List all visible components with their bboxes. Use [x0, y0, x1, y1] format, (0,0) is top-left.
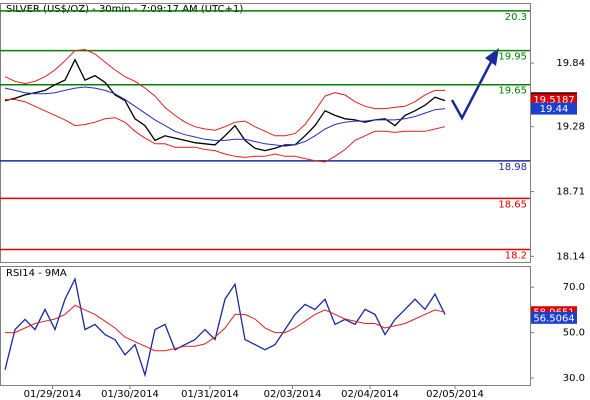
series-line [4, 86, 446, 147]
y-tick-label: 19.28 [556, 122, 585, 133]
series-line [5, 304, 446, 352]
y-tick-label: 30.0 [563, 373, 585, 384]
series-line [5, 99, 446, 163]
y-tick-label: 50.0 [563, 328, 585, 339]
price-panel-frame [0, 3, 531, 263]
series-line [4, 48, 445, 137]
forecast-arrowhead [485, 48, 499, 66]
series-line [4, 276, 446, 378]
x-tick-label: 01/29/2014 [24, 389, 82, 400]
y-tick-label: 70.0 [563, 282, 585, 293]
level-label: 18.65 [498, 199, 527, 210]
price-box-label: 56.5064 [533, 313, 574, 324]
level-label: 19.65 [498, 86, 527, 97]
chart-title: SILVER (US$/OZ) - 30min - 7:09:17 AM (UT… [6, 4, 243, 15]
price-box-label: 19.5187 [533, 95, 574, 106]
level-label: 18.98 [498, 162, 527, 173]
price-box-label: 19.44 [540, 104, 569, 115]
forecast-arrow [450, 61, 493, 121]
x-tick-label: 02/05/2014 [426, 389, 484, 400]
x-tick-label: 01/31/2014 [181, 389, 239, 400]
y-tick-label: 19.84 [556, 58, 585, 69]
x-tick-label: 02/03/2014 [264, 389, 322, 400]
rsi-title: RSI14 - 9MA [6, 268, 67, 279]
y-tick-label: 18.14 [556, 251, 585, 262]
level-label: 18.2 [505, 250, 527, 261]
x-tick-label: 02/04/2014 [341, 389, 399, 400]
price-box [531, 311, 577, 324]
rsi-panel-frame [0, 266, 531, 386]
level-label: 19.95 [498, 52, 527, 63]
plot-layer: 20.3 19.95 19.65 18.98 18.65 18.2 19.84 19.28 18… [0, 10, 585, 400]
y-tick-label: 18.71 [556, 187, 585, 198]
level-label: 20.3 [505, 12, 527, 23]
x-tick-label: 01/30/2014 [101, 389, 159, 400]
price-box [531, 102, 577, 115]
